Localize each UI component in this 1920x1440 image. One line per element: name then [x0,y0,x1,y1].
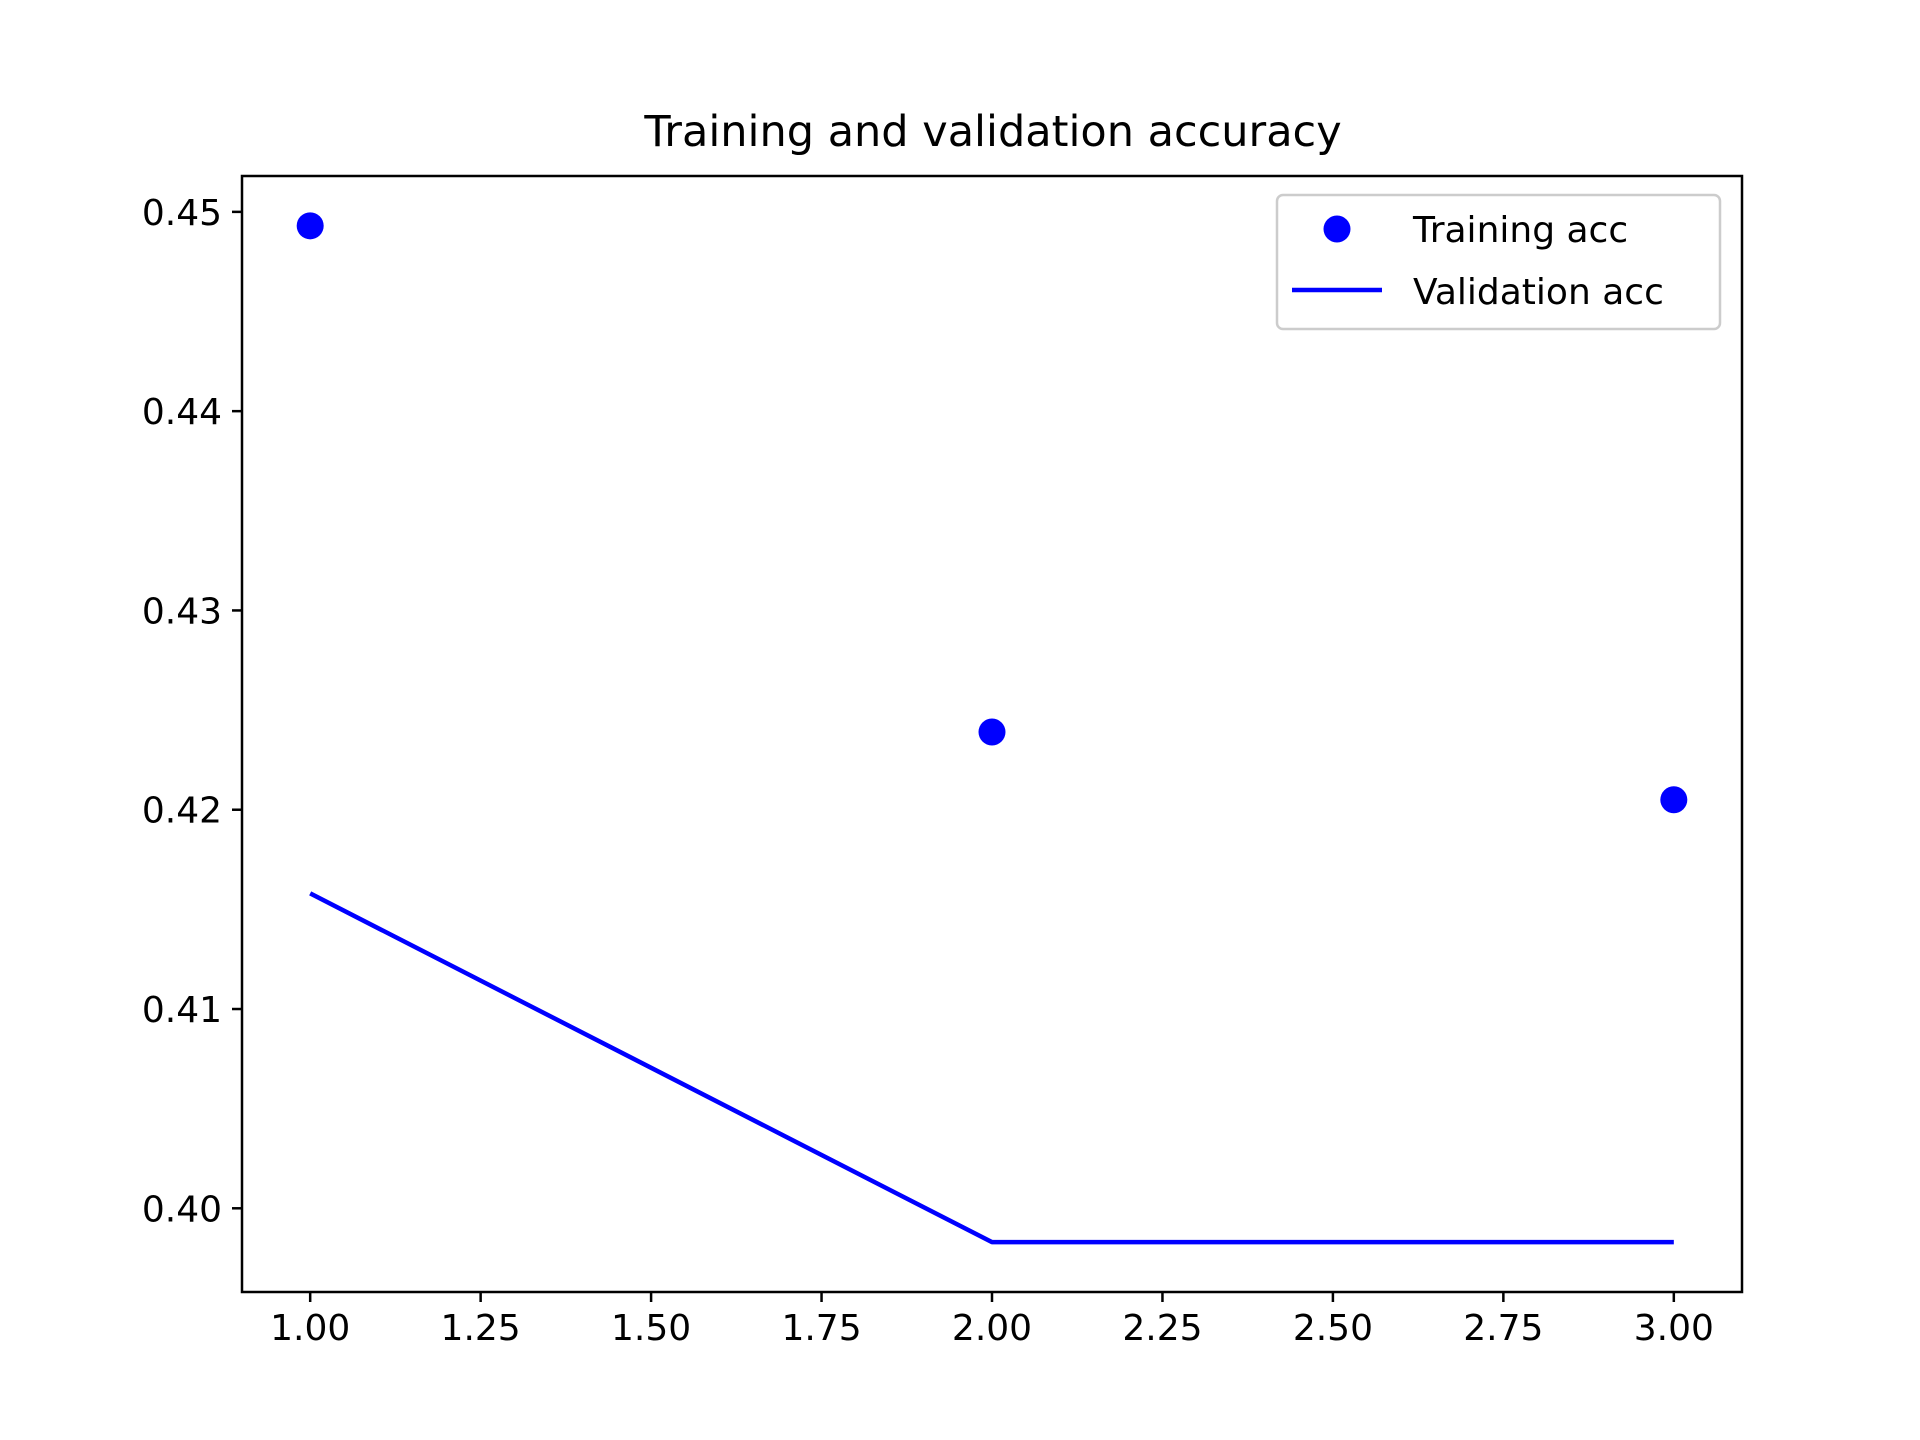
x-tick-label: 2.50 [1293,1308,1373,1349]
x-tick-label: 1.75 [781,1308,861,1349]
series-line-validation-acc [309,891,1674,1245]
y-tick-label: 0.44 [142,392,222,433]
y-tick-label: 0.40 [142,1189,222,1230]
x-tick-label: 3.00 [1634,1308,1714,1349]
y-axis: 0.40 0.41 0.42 0.43 0.44 0.45 [142,193,242,1230]
x-tick-label: 2.75 [1463,1308,1543,1349]
x-tick-label: 1.50 [611,1308,691,1349]
legend-label-validation-acc: Validation acc [1413,272,1664,313]
data-point-training-acc [978,718,1006,746]
x-tick-label: 2.00 [952,1308,1032,1349]
x-tick-label: 1.25 [441,1308,521,1349]
legend-frame [1275,193,1722,331]
legend: Training acc Validation acc [1275,193,1722,331]
legend-label-training-acc: Training acc [1412,210,1628,251]
data-point-training-acc [296,212,324,240]
y-tick-label: 0.41 [142,990,222,1031]
x-tick-label: 2.25 [1122,1308,1202,1349]
chart-title: Training and validation accuracy [643,107,1341,157]
legend-marker-training-acc [1323,215,1351,243]
y-tick-label: 0.43 [142,591,222,632]
plot-area: 1.00 1.25 1.50 1.75 2.00 2.25 2.50 2.75 3.00 0.4… [142,174,1744,1349]
series-layer [296,212,1688,1245]
data-point-training-acc [1660,786,1688,814]
x-tick-label: 1.00 [270,1308,350,1349]
y-tick-label: 0.45 [142,193,222,234]
y-tick-label: 0.42 [142,791,222,832]
x-axis: 1.00 1.25 1.50 1.75 2.00 2.25 2.50 2.75 3.00 [270,1292,1714,1349]
